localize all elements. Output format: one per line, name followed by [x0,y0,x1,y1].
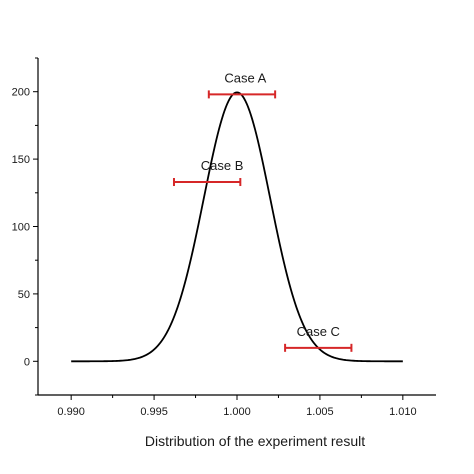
y-tick-label: 50 [18,289,30,301]
y-tick-label: 150 [12,154,30,166]
x-axis-title: Distribution of the experiment result [145,433,365,449]
error-bar-case-b: Case B [172,158,244,187]
y-tick-label: 0 [24,356,30,368]
axes [37,58,436,396]
error-bar-case-c: Case C [284,324,353,352]
tick-labels: 0.990 0.995 1.000 1.005 1.010 0 50 100 150 200 [12,87,417,418]
x-tick-label: 0.995 [140,406,168,418]
error-bars: Case A Case B Case C [172,70,353,352]
error-bar-case-a: Case A [207,70,277,99]
x-tick-label: 1.005 [306,406,334,418]
error-bar-label: Case C [297,324,340,339]
error-bar-label: Case A [224,70,266,85]
ticks [33,57,404,400]
x-tick-label: 1.010 [389,406,417,418]
y-tick-label: 100 [12,222,30,234]
x-tick-label: 0.990 [57,406,85,418]
y-tick-label: 200 [12,87,30,99]
x-tick-label: 1.000 [223,406,251,418]
error-bar-label: Case B [201,158,244,173]
distribution-curve [71,91,403,363]
